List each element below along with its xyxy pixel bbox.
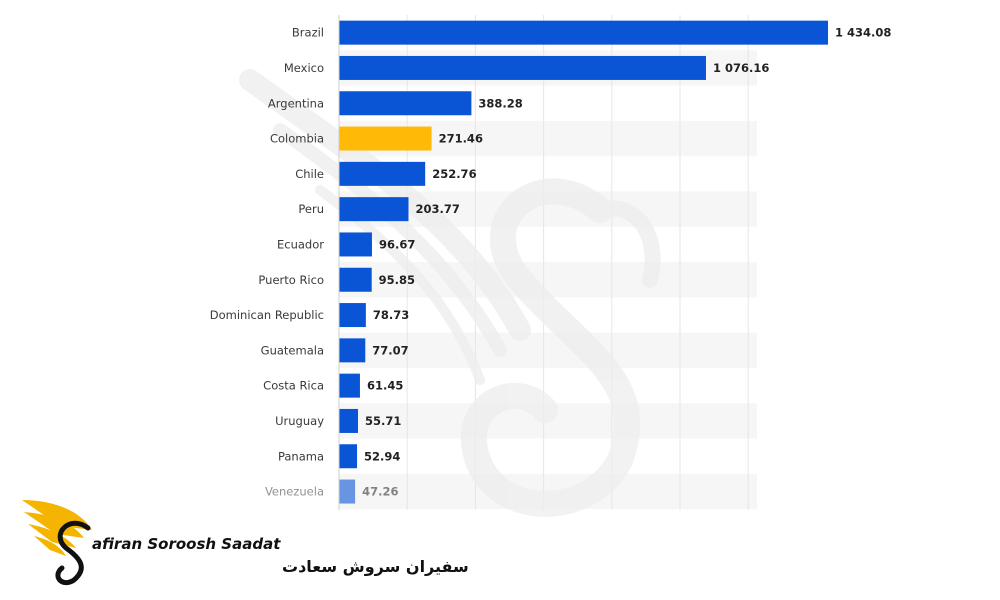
bar-argentina: [339, 91, 472, 116]
data-label-uruguay: 55.71: [365, 414, 401, 428]
data-label-costa-rica: 61.45: [367, 379, 403, 393]
tick-label-peru: Peru: [298, 202, 324, 216]
data-label-peru: 203.77: [415, 202, 459, 216]
data-label-dominican-republic: 78.73: [373, 308, 409, 322]
data-label-colombia: 271.46: [439, 132, 483, 146]
tick-label-mexico: Mexico: [284, 61, 324, 75]
value-labels: 1 434.08 1 076.16 388.28 271.46 252.76 203.77…: [362, 26, 891, 499]
tick-label-brazil: Brazil: [292, 26, 324, 40]
data-label-panama: 52.94: [364, 449, 400, 463]
data-label-argentina: 388.28: [478, 96, 522, 110]
data-label-puerto-rico: 95.85: [379, 273, 415, 287]
data-label-brazil: 1 434.08: [835, 26, 891, 40]
brand-logo: afiran Soroosh Saadat سفیران سروش سعادت: [22, 500, 469, 586]
tick-label-costa-rica: Costa Rica: [263, 379, 324, 393]
bar-colombia: [339, 126, 432, 151]
tick-label-guatemala: Guatemala: [261, 343, 324, 357]
bar-brazil: [339, 20, 829, 45]
bar-mexico: [339, 55, 706, 80]
data-label-chile: 252.76: [432, 167, 476, 181]
bar-group: [339, 20, 829, 504]
bar-puerto-rico: [339, 267, 372, 292]
row-band: [339, 332, 757, 368]
tick-label-panama: Panama: [278, 449, 324, 463]
bar-chile: [339, 161, 426, 186]
tick-label-colombia: Colombia: [270, 132, 324, 146]
bar-ecuador: [339, 232, 372, 257]
swan-watermark: [239, 69, 661, 517]
tick-label-puerto-rico: Puerto Rico: [258, 273, 324, 287]
bar-guatemala: [339, 338, 366, 363]
tick-label-venezuela: Venezuela: [265, 485, 324, 499]
data-label-venezuela: 47.26: [362, 485, 398, 499]
data-label-ecuador: 96.67: [379, 237, 415, 251]
tick-label-uruguay: Uruguay: [275, 414, 324, 428]
bar-panama: [339, 444, 358, 469]
swan-s-icon: [55, 520, 91, 586]
brand-name-en: afiran Soroosh Saadat: [92, 535, 281, 553]
bar-costa-rica: [339, 373, 360, 398]
tick-label-argentina: Argentina: [268, 96, 324, 110]
category-labels: Brazil Mexico Argentina Colombia Chile Peru Ec…: [210, 26, 325, 499]
tick-label-dominican-republic: Dominican Republic: [210, 308, 324, 322]
data-label-mexico: 1 076.16: [713, 61, 769, 75]
bar-uruguay: [339, 408, 358, 433]
data-label-guatemala: 77.07: [372, 343, 408, 357]
brand-name-fa: سفیران سروش سعادت: [282, 557, 469, 576]
bar-dominican-republic: [339, 303, 366, 328]
tick-label-chile: Chile: [295, 167, 324, 181]
bar-peru: [339, 197, 409, 222]
tick-label-ecuador: Ecuador: [277, 237, 324, 251]
bar-venezuela: [339, 479, 356, 504]
gold-wing-icon: [22, 500, 92, 556]
